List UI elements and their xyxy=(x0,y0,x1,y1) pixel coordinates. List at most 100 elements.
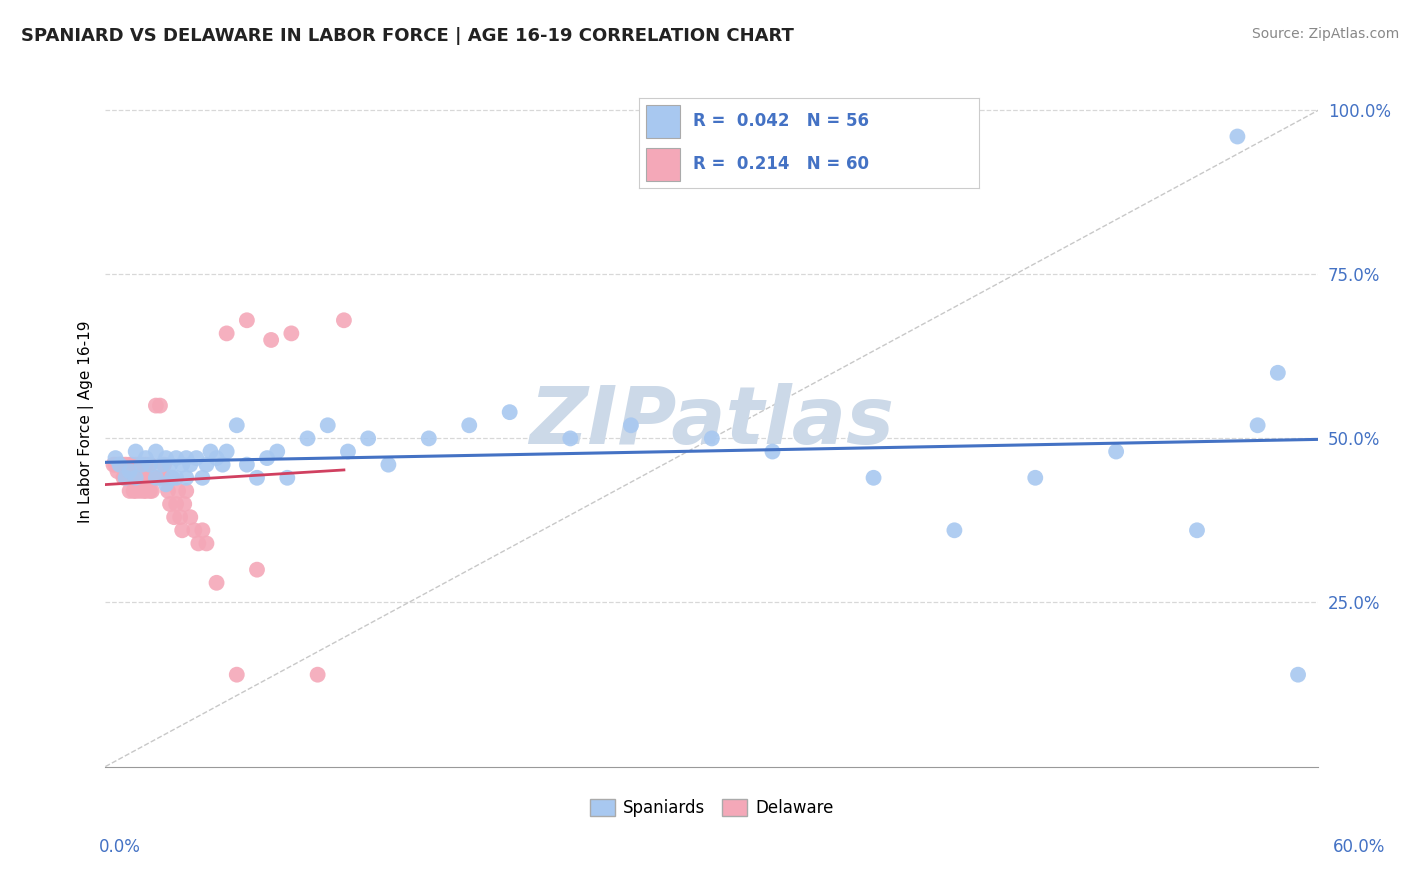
Point xyxy=(761,444,783,458)
Point xyxy=(131,458,153,472)
Point xyxy=(118,458,141,472)
Point xyxy=(117,471,139,485)
Point xyxy=(122,471,145,485)
Point xyxy=(195,536,218,550)
Point xyxy=(114,471,136,485)
Point xyxy=(114,458,136,472)
Point xyxy=(107,464,129,478)
Point xyxy=(122,483,145,498)
Point xyxy=(146,471,169,485)
Point xyxy=(225,667,247,681)
Point xyxy=(499,405,522,419)
Point xyxy=(1226,129,1249,144)
Point xyxy=(136,471,159,485)
Point xyxy=(108,458,131,472)
Point xyxy=(118,483,141,498)
Point xyxy=(620,418,643,433)
Point xyxy=(135,483,157,498)
Point xyxy=(183,523,205,537)
Point xyxy=(1246,418,1268,433)
Point xyxy=(172,523,194,537)
Point xyxy=(145,399,167,413)
Point xyxy=(205,451,228,466)
Point xyxy=(108,458,131,472)
Point xyxy=(141,483,163,498)
Point xyxy=(160,471,183,485)
Point xyxy=(104,458,127,472)
Point xyxy=(186,451,208,466)
Point xyxy=(103,458,125,472)
Point xyxy=(307,667,329,681)
Text: 0.0%: 0.0% xyxy=(98,838,141,855)
Point xyxy=(174,483,197,498)
Point xyxy=(191,471,214,485)
Point xyxy=(236,458,259,472)
Point xyxy=(110,458,132,472)
Point xyxy=(125,458,148,472)
Point xyxy=(125,471,148,485)
Point xyxy=(165,471,187,485)
Point xyxy=(266,444,288,458)
Point xyxy=(145,444,167,458)
Point xyxy=(125,483,148,498)
Point xyxy=(155,451,177,466)
Point xyxy=(145,471,167,485)
Point xyxy=(139,483,162,498)
Point xyxy=(316,418,339,433)
Point xyxy=(135,451,157,466)
Point xyxy=(256,451,278,466)
Point xyxy=(191,523,214,537)
Point xyxy=(121,458,143,472)
Point xyxy=(1286,667,1309,681)
Point xyxy=(159,497,181,511)
Point xyxy=(205,575,228,590)
Point xyxy=(357,431,380,445)
Point xyxy=(260,333,283,347)
Point xyxy=(943,523,966,537)
Point xyxy=(173,497,195,511)
Point xyxy=(280,326,302,341)
Point xyxy=(131,471,153,485)
Point xyxy=(700,431,723,445)
Point xyxy=(112,471,135,485)
Point xyxy=(155,471,177,485)
Point xyxy=(131,458,153,472)
Point xyxy=(187,536,209,550)
Point xyxy=(215,326,238,341)
Point xyxy=(160,471,183,485)
Point xyxy=(211,458,233,472)
Point xyxy=(246,471,269,485)
Point xyxy=(1267,366,1289,380)
Point xyxy=(246,563,269,577)
Text: 60.0%: 60.0% xyxy=(1333,838,1385,855)
Point xyxy=(200,444,222,458)
Y-axis label: In Labor Force | Age 16-19: In Labor Force | Age 16-19 xyxy=(79,321,94,524)
Point xyxy=(297,431,319,445)
Point xyxy=(157,483,180,498)
Point xyxy=(458,418,481,433)
Point xyxy=(132,471,155,485)
Point xyxy=(236,313,259,327)
Point xyxy=(560,431,582,445)
Point xyxy=(153,458,176,472)
Point xyxy=(174,471,197,485)
Point xyxy=(139,458,162,472)
Point xyxy=(159,458,181,472)
Point xyxy=(132,483,155,498)
Point xyxy=(149,399,172,413)
Point xyxy=(167,483,190,498)
Point xyxy=(195,458,218,472)
Point xyxy=(215,444,238,458)
Legend: Spaniards, Delaware: Spaniards, Delaware xyxy=(583,792,841,823)
Point xyxy=(1105,444,1128,458)
Text: Source: ZipAtlas.com: Source: ZipAtlas.com xyxy=(1251,27,1399,41)
Point xyxy=(155,477,177,491)
Point xyxy=(174,451,197,466)
Point xyxy=(127,471,149,485)
Point xyxy=(150,471,173,485)
Point xyxy=(163,510,186,524)
Point xyxy=(169,510,191,524)
Point xyxy=(135,458,157,472)
Point xyxy=(104,451,127,466)
Point xyxy=(336,444,359,458)
